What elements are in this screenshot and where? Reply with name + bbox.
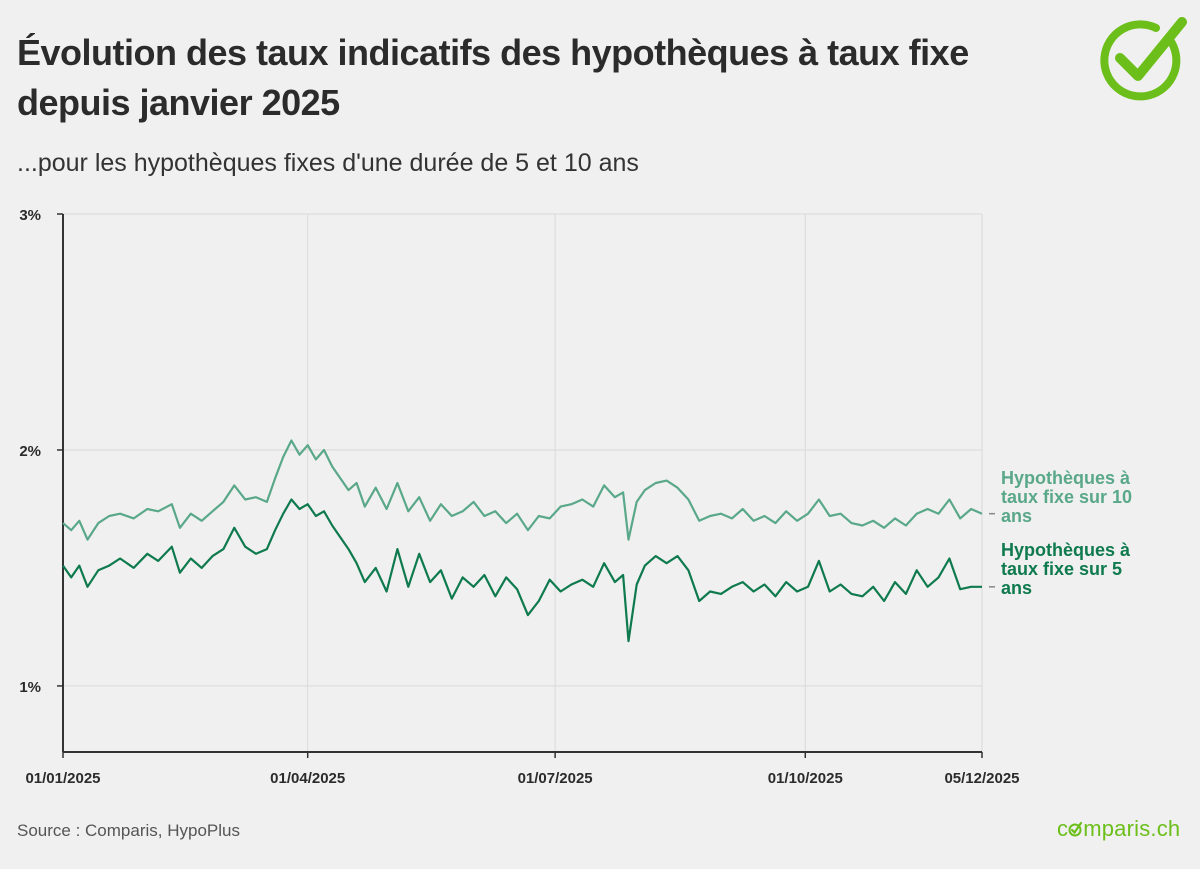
y-tick-label: 2%	[19, 443, 41, 460]
series-label-line: ans	[1001, 506, 1032, 526]
x-tick-label: 05/12/2025	[944, 770, 1019, 787]
source-note: Source : Comparis, HypoPlus	[17, 821, 240, 840]
chart-title: Évolution des taux indicatifs des hypoth…	[17, 32, 969, 123]
series-line-10-ans	[62, 439, 983, 541]
check-circle-icon	[1100, 17, 1187, 101]
series-line-5-ans	[62, 498, 982, 643]
series-label-10-ans: Hypothèques à taux fixe sur 10 ans	[1001, 468, 1132, 526]
line-chart: 01/01/2025 01/04/2025 01/07/2025 01/10/2025…	[19, 207, 1132, 787]
x-tick-label: 01/07/2025	[518, 770, 593, 787]
series-label-5-ans: Hypothèques à taux fixe sur 5 ans	[1001, 540, 1131, 598]
series-label-line: Hypothèques à	[1001, 540, 1131, 560]
series-label-line: taux fixe sur 10	[1001, 487, 1132, 507]
brand-check-o-icon	[1068, 816, 1083, 842]
brand-text-start: c	[1057, 816, 1069, 841]
y-tick-label: 1%	[19, 679, 41, 696]
brand-text-end: mparis.ch	[1083, 816, 1181, 841]
y-tick-label: 3%	[19, 207, 41, 224]
brand-logo[interactable]: c mparis.ch	[1057, 816, 1180, 842]
chart-series	[62, 439, 983, 643]
x-tick-label: 01/01/2025	[25, 770, 100, 787]
series-label-line: Hypothèques à	[1001, 468, 1131, 488]
chart-axes: 01/01/2025 01/04/2025 01/07/2025 01/10/2025…	[19, 207, 1019, 787]
series-label-line: taux fixe sur 5	[1001, 559, 1122, 579]
x-tick-label: 01/10/2025	[768, 770, 843, 787]
series-label-line: ans	[1001, 578, 1032, 598]
x-tick-label: 01/04/2025	[270, 770, 345, 787]
chart-subtitle: ...pour les hypothèques fixes d'une duré…	[17, 149, 639, 177]
chart-labels: Hypothèques à taux fixe sur 10 ansHypothèq…	[989, 468, 1132, 598]
chart-grid	[63, 213, 983, 752]
